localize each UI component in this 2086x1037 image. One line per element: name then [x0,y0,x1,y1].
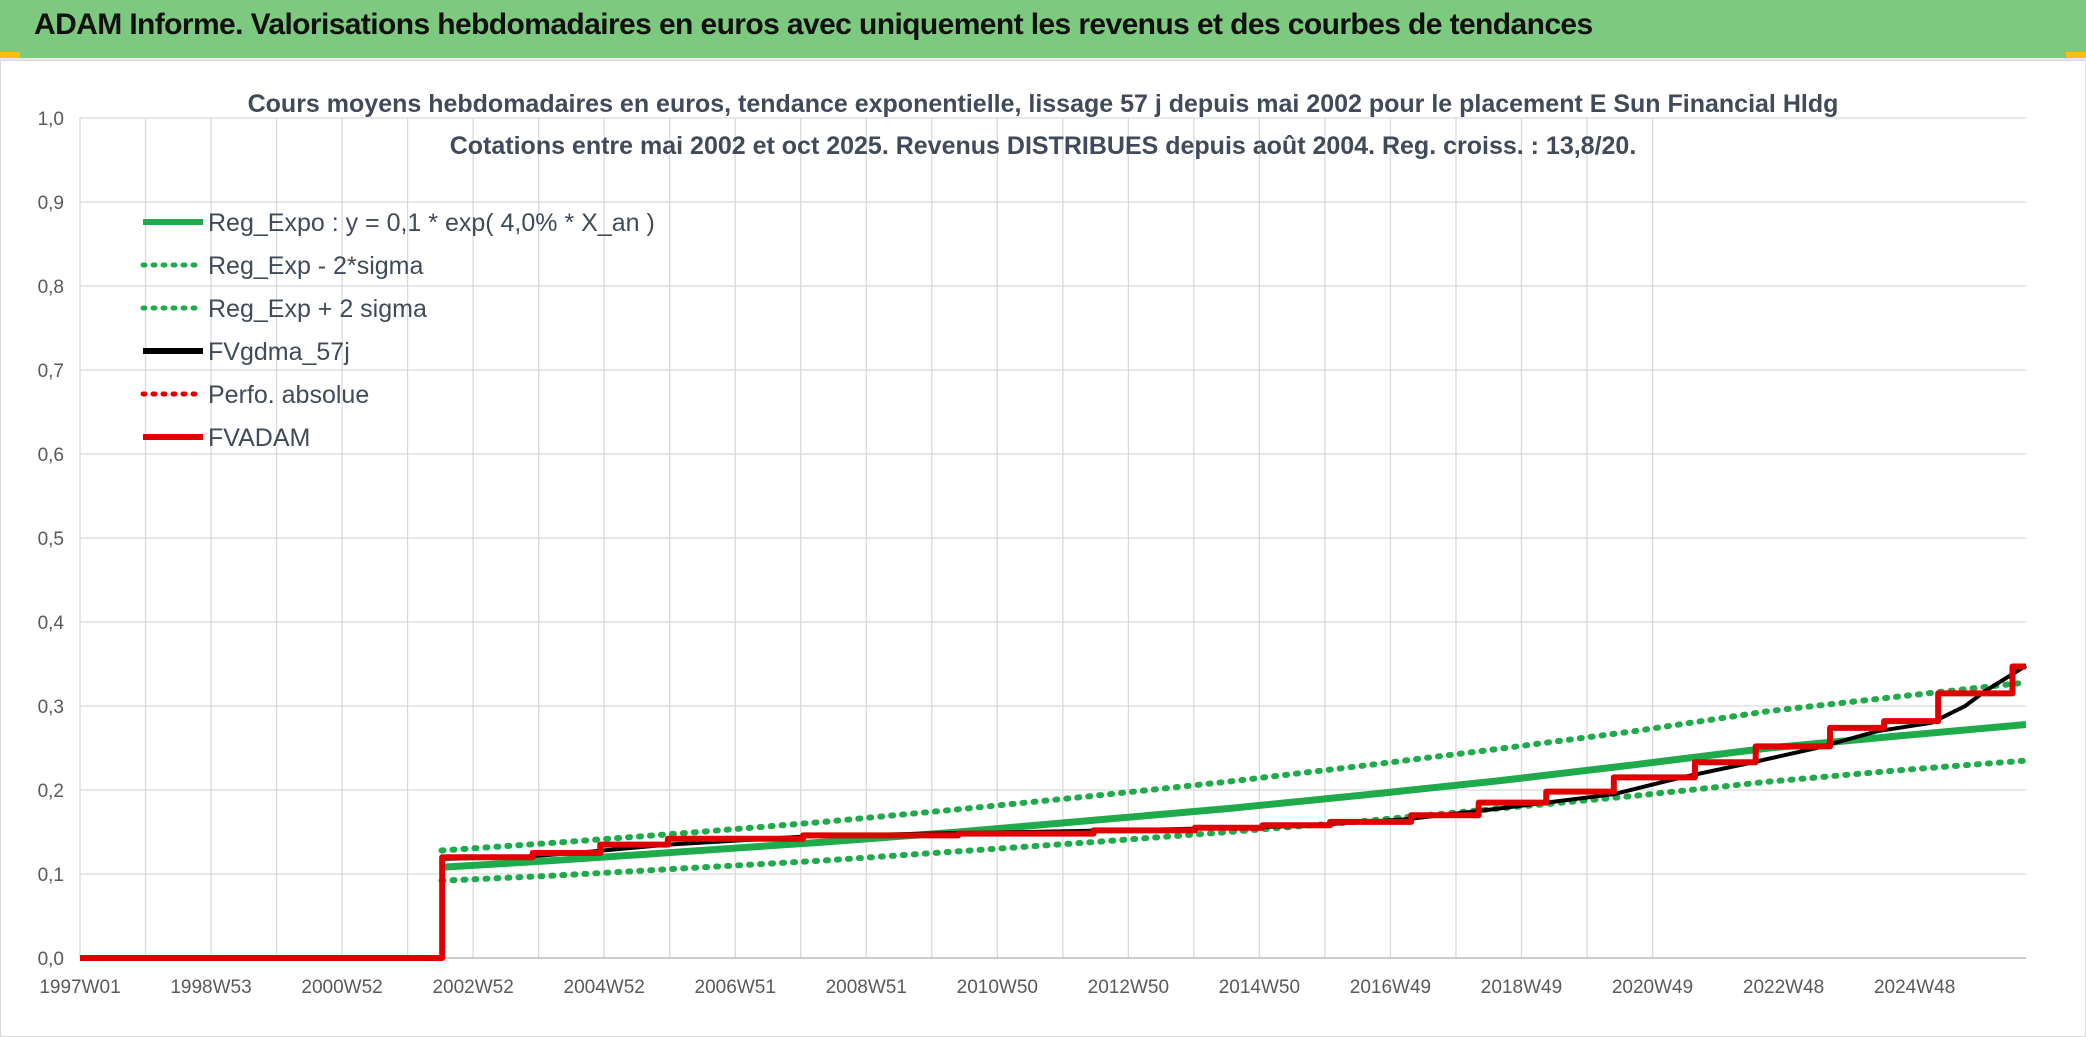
series-line [80,663,2026,961]
x-axis-ticks: 1997W01 1998W53 2000W52 2002W52 2004W52 2006W… [39,977,1955,998]
y-tick-label: 0,2 [38,781,64,802]
report-banner: ADAM Informe. Valorisations hebdomadaire… [0,0,2086,61]
banner-corner-right [2066,52,2086,58]
chart-legend[interactable]: Reg_Expo : y = 0,1 * exp( 4,0% * X_an ) R… [140,209,655,452]
legend-label: FVADAM [208,424,310,452]
x-tick-label: 2002W52 [432,977,513,998]
series-line [438,757,2029,884]
y-tick-label: 0,9 [38,193,64,214]
legend-label: FVgdma_57j [208,338,350,366]
report-title: ADAM Informe. Valorisations hebdomadaire… [34,8,1593,41]
x-tick-label: 2010W50 [957,977,1038,998]
legend-label: Reg_Exp - 2*sigma [208,252,423,280]
y-tick-label: 0,4 [38,613,65,634]
y-tick-label: 0,6 [38,445,64,466]
y-tick-label: 0,5 [38,529,64,550]
y-tick-label: 1,0 [38,109,64,130]
x-tick-label: 2024W48 [1874,977,1955,998]
x-tick-label: 2020W49 [1612,977,1693,998]
legend-label: Reg_Exp + 2 sigma [208,295,427,323]
x-tick-label: 2004W52 [564,977,645,998]
x-tick-label: 1998W53 [170,977,251,998]
chart-title: Cours moyens hebdomadaires en euros, ten… [248,90,1839,118]
x-tick-label: 2018W49 [1481,977,1562,998]
chart-subtitle: Cotations entre mai 2002 et oct 2025. Re… [450,132,1637,160]
x-tick-label: 1997W01 [39,977,120,998]
chart-series [80,663,2029,961]
x-tick-label: 2000W52 [301,977,382,998]
y-axis-ticks: 0,0 0,1 0,2 0,3 0,4 0,5 0,6 0,7 0,8 0,9 1,0 [38,109,65,970]
x-tick-label: 2006W51 [695,977,776,998]
y-tick-label: 0,7 [38,361,64,382]
x-tick-label: 2022W48 [1743,977,1824,998]
legend-label: Reg_Expo : y = 0,1 * exp( 4,0% * X_an ) [208,209,655,237]
x-tick-label: 2014W50 [1219,977,1300,998]
legend-label: Perfo. absolue [208,381,369,409]
banner-corner-left [0,52,20,58]
y-tick-label: 0,8 [38,277,64,298]
y-tick-label: 0,1 [38,865,64,886]
series-line [438,679,2029,854]
y-tick-label: 0,0 [38,949,64,970]
x-tick-label: 2012W50 [1088,977,1169,998]
y-tick-label: 0,3 [38,697,64,718]
x-tick-label: 2016W49 [1350,977,1431,998]
x-tick-label: 2008W51 [826,977,907,998]
series-line [80,663,2028,960]
